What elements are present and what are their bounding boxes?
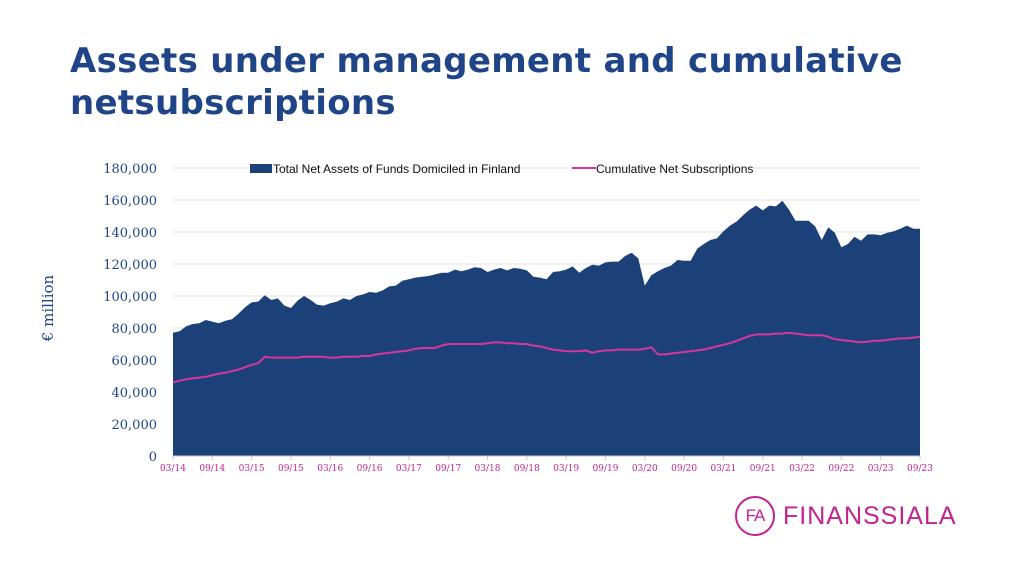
x-tick-label: 03/17: [396, 464, 422, 474]
y-axis-ticks: 0 20,000 40,000 60,000 80,000 100,000 120,000 1…: [103, 162, 157, 465]
y-tick-label: 100,000: [103, 290, 157, 305]
logo-mark-icon: FA: [735, 496, 775, 536]
x-tick-label: 03/15: [239, 464, 265, 474]
y-tick-label: 40,000: [112, 386, 158, 401]
x-tick-label: 03/18: [475, 464, 501, 474]
x-tick-label: 09/15: [278, 464, 304, 474]
logo-text: FINANSSIALA: [783, 501, 957, 530]
legend: Total Net Assets of Funds Domiciled in F…: [250, 162, 753, 176]
x-tick-label: 03/20: [632, 464, 658, 474]
y-tick-label: 0: [149, 450, 157, 465]
y-tick-label: 120,000: [103, 258, 157, 273]
x-tick-label: 03/22: [789, 464, 815, 474]
x-tick-label: 09/19: [593, 464, 619, 474]
legend-area-swatch: [250, 164, 272, 173]
x-tick-label: 03/23: [868, 464, 894, 474]
x-tick-label: 03/19: [553, 464, 579, 474]
legend-label-cumulative-net-subscriptions: Cumulative Net Subscriptions: [596, 162, 753, 176]
plot-area: [172, 200, 921, 457]
x-tick-label: 09/18: [514, 464, 540, 474]
y-tick-label: 60,000: [112, 354, 158, 369]
logo-mark-letters: FA: [745, 506, 766, 525]
x-tick-label: 03/14: [160, 464, 186, 474]
legend-label-total-net-assets: Total Net Assets of Funds Domiciled in F…: [273, 162, 520, 176]
x-tick-label: 03/21: [710, 464, 736, 474]
y-tick-label: 160,000: [103, 194, 157, 209]
x-tick-label: 09/22: [828, 464, 854, 474]
x-tick-label: 09/16: [357, 464, 383, 474]
x-tick-label: 03/16: [317, 464, 343, 474]
y-tick-label: 180,000: [103, 162, 157, 177]
x-tick-label: 09/20: [671, 464, 697, 474]
y-tick-label: 20,000: [112, 418, 158, 433]
finanssiala-logo: FA FINANSSIALA: [735, 492, 957, 540]
x-tick-label: 09/17: [435, 464, 461, 474]
y-tick-label: 80,000: [112, 322, 158, 337]
x-tick-label: 09/21: [750, 464, 776, 474]
slide-title: Assets under management and cumulative n…: [70, 41, 903, 123]
series-cumulative-net-subscriptions-line: [172, 331, 921, 384]
series-total-net-assets-area: [173, 200, 920, 456]
x-axis-ticks: 03/14 09/14 03/15 09/15 03/16 09/16 03/17 09/17…: [160, 456, 933, 474]
x-tick-label: 09/14: [199, 464, 225, 474]
x-tick-label: 09/23: [907, 464, 933, 474]
y-tick-label: 140,000: [103, 226, 157, 241]
